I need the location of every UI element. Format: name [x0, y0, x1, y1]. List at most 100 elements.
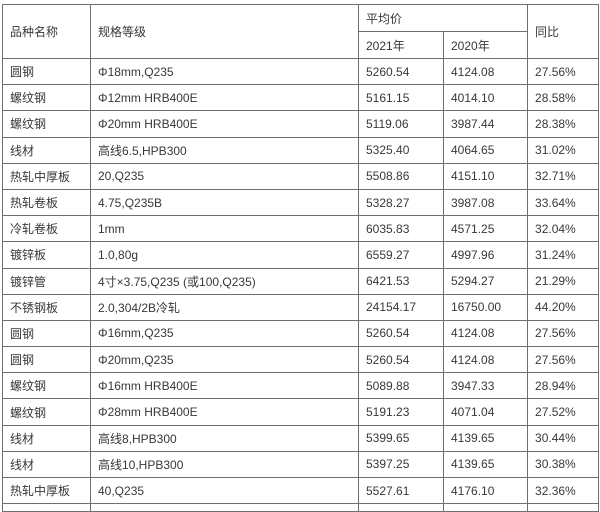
cell-price-2021: 5191.23	[358, 398, 444, 426]
cell-spec-grade: 4寸×3.75,Q235 (或100,Q235)	[90, 267, 359, 295]
cell-spec-grade: 高线10,HPB300	[90, 450, 359, 479]
cell-spec-grade: 4.75,Q235B	[90, 188, 359, 217]
cell-price-2020: 3987.44	[442, 110, 529, 138]
header-average-price: 平均价	[357, 4, 529, 32]
cell-yoy: 30.38%	[527, 450, 600, 479]
table-row: 螺纹钢 Φ20mm HRB400E 5119.06 3987.44 28.38%	[2, 110, 600, 138]
table-row-partial	[2, 503, 600, 512]
cell-product-name: 螺纹钢	[2, 372, 91, 400]
price-table: 品种名称 规格等级 平均价 同比 2021年 2020年 圆钢 Φ18mm,Q2…	[2, 4, 600, 512]
table-header: 品种名称 规格等级 平均价 同比 2021年 2020年	[2, 4, 600, 59]
table-row: 螺纹钢 Φ16mm HRB400E 5089.88 3947.33 28.94%	[2, 372, 600, 400]
cell-product-name: 圆钢	[2, 57, 91, 86]
cell-price-2020: 4064.65	[442, 136, 529, 164]
cell-price-2021: 5527.61	[358, 476, 444, 505]
cell-spec-grade: 2.0,304/2B冷轧	[90, 293, 359, 321]
table-row: 热轧卷板 4.75,Q235B 5328.27 3987.08 33.64%	[2, 188, 600, 217]
cell-yoy: 32.36%	[527, 476, 600, 505]
cell-yoy: 21.29%	[527, 267, 600, 295]
cell-spec-grade: Φ20mm HRB400E	[90, 110, 359, 138]
cell-product-name: 圆钢	[2, 319, 91, 348]
cell-product-name: 螺纹钢	[2, 110, 91, 138]
cell-spec-grade: 1.0,80g	[90, 241, 359, 269]
cell-spec-grade: 高线6.5,HPB300	[90, 136, 359, 164]
cell-spec-grade: Φ18mm,Q235	[90, 57, 359, 86]
cell-spec-grade: 40,Q235	[90, 476, 359, 505]
table-header-row-2: 2021年 2020年	[3, 31, 599, 59]
cell-price-2020: 4176.10	[442, 476, 529, 505]
cell-spec-grade: 1mm	[90, 215, 359, 243]
header-year-2020: 2020年	[442, 31, 529, 59]
cell-product-name: 线材	[2, 424, 91, 452]
cell-spec-grade: 20,Q235	[90, 162, 359, 190]
cell-product-name: 镀锌板	[2, 241, 91, 269]
table-row: 线材 高线6.5,HPB300 5325.40 4064.65 31.02%	[2, 136, 600, 164]
cell-price-2021: 5260.54	[358, 346, 444, 374]
cell-price-2021: 5328.27	[358, 188, 444, 217]
cell-product-name: 线材	[2, 136, 91, 164]
cell-price-2020: 5294.27	[442, 267, 529, 295]
cell-product-name: 热轧中厚板	[2, 476, 91, 505]
cell-spec-grade: Φ16mm HRB400E	[90, 372, 359, 400]
cell-price-2020: 4071.04	[442, 398, 529, 426]
table-row: 冷轧卷板 1mm 6035.83 4571.25 32.04%	[2, 215, 600, 243]
table-body: 圆钢 Φ18mm,Q235 5260.54 4124.08 27.56% 螺纹钢…	[2, 57, 600, 512]
cell-price-2021: 6559.27	[358, 241, 444, 269]
cell-price-2020: 4124.08	[442, 57, 529, 86]
cell-price-2020: 4124.08	[442, 346, 529, 374]
cell-spec-grade: Φ16mm,Q235	[90, 319, 359, 348]
cell-price-2020: 3947.33	[442, 372, 529, 400]
cell-price-2020: 16750.00	[442, 293, 529, 321]
cell-spec-grade: Φ28mm HRB400E	[90, 398, 359, 426]
cell-price-2021: 5399.65	[358, 424, 444, 452]
table-row: 不锈钢板 2.0,304/2B冷轧 24154.17 16750.00 44.2…	[2, 293, 600, 321]
cell-price-2020: 4124.08	[442, 319, 529, 348]
table-row: 镀锌管 4寸×3.75,Q235 (或100,Q235) 6421.53 529…	[2, 267, 600, 295]
cell-product-name: 不锈钢板	[2, 293, 91, 321]
cell-product-name: 热轧中厚板	[2, 162, 91, 190]
table-header-row-1: 品种名称 规格等级 平均价 同比	[2, 4, 600, 59]
cell-price-2021: 5089.88	[358, 372, 444, 400]
table-row: 圆钢 Φ18mm,Q235 5260.54 4124.08 27.56%	[2, 57, 600, 86]
cell-price-2021: 5260.54	[358, 319, 444, 348]
cell-yoy: 28.58%	[527, 84, 600, 112]
cell-yoy: 27.56%	[527, 57, 600, 86]
cell-product-name: 螺纹钢	[2, 398, 91, 426]
cell-yoy: 28.94%	[527, 372, 600, 400]
cell-price-2020: 4571.25	[442, 215, 529, 243]
cell-yoy: 27.52%	[527, 398, 600, 426]
table-row: 热轧中厚板 20,Q235 5508.86 4151.10 32.71%	[2, 162, 600, 190]
cell-yoy: 30.44%	[527, 424, 600, 452]
table-row: 螺纹钢 Φ28mm HRB400E 5191.23 4071.04 27.52%	[2, 398, 600, 426]
table-row: 线材 高线10,HPB300 5397.25 4139.65 30.38%	[2, 450, 600, 479]
cell-spec-grade: Φ20mm,Q235	[90, 346, 359, 374]
cell-product-name: 镀锌管	[2, 267, 91, 295]
table-row: 圆钢 Φ20mm,Q235 5260.54 4124.08 27.56%	[2, 346, 600, 374]
cell-price-2021: 5508.86	[358, 162, 444, 190]
cell-price-2021: 5260.54	[358, 57, 444, 86]
cell-product-name: 热轧卷板	[2, 188, 91, 217]
cell-price-2020: 4139.65	[442, 450, 529, 479]
cell-yoy: 28.38%	[527, 110, 600, 138]
cell-product-name: 冷轧卷板	[2, 215, 91, 243]
header-product-name: 品种名称	[2, 4, 91, 59]
cell-price-2021: 5325.40	[358, 136, 444, 164]
cell-empty	[2, 503, 91, 512]
header-year-2021: 2021年	[358, 31, 444, 59]
cell-yoy: 31.24%	[527, 241, 600, 269]
table-row: 镀锌板 1.0,80g 6559.27 4997.96 31.24%	[2, 241, 600, 269]
cell-price-2021: 6035.83	[358, 215, 444, 243]
table-row: 线材 高线8,HPB300 5399.65 4139.65 30.44%	[2, 424, 600, 452]
cell-yoy: 27.56%	[527, 346, 600, 374]
cell-price-2021: 5397.25	[358, 450, 444, 479]
cell-price-2020: 4014.10	[442, 84, 529, 112]
cell-price-2021: 5119.06	[358, 110, 444, 138]
cell-yoy: 27.56%	[527, 319, 600, 348]
table-row: 圆钢 Φ16mm,Q235 5260.54 4124.08 27.56%	[2, 319, 600, 348]
cell-product-name: 线材	[2, 450, 91, 479]
table-row: 螺纹钢 Φ12mm HRB400E 5161.15 4014.10 28.58%	[2, 84, 600, 112]
cell-product-name: 圆钢	[2, 346, 91, 374]
cell-yoy: 44.20%	[527, 293, 600, 321]
cell-spec-grade: Φ12mm HRB400E	[90, 84, 359, 112]
